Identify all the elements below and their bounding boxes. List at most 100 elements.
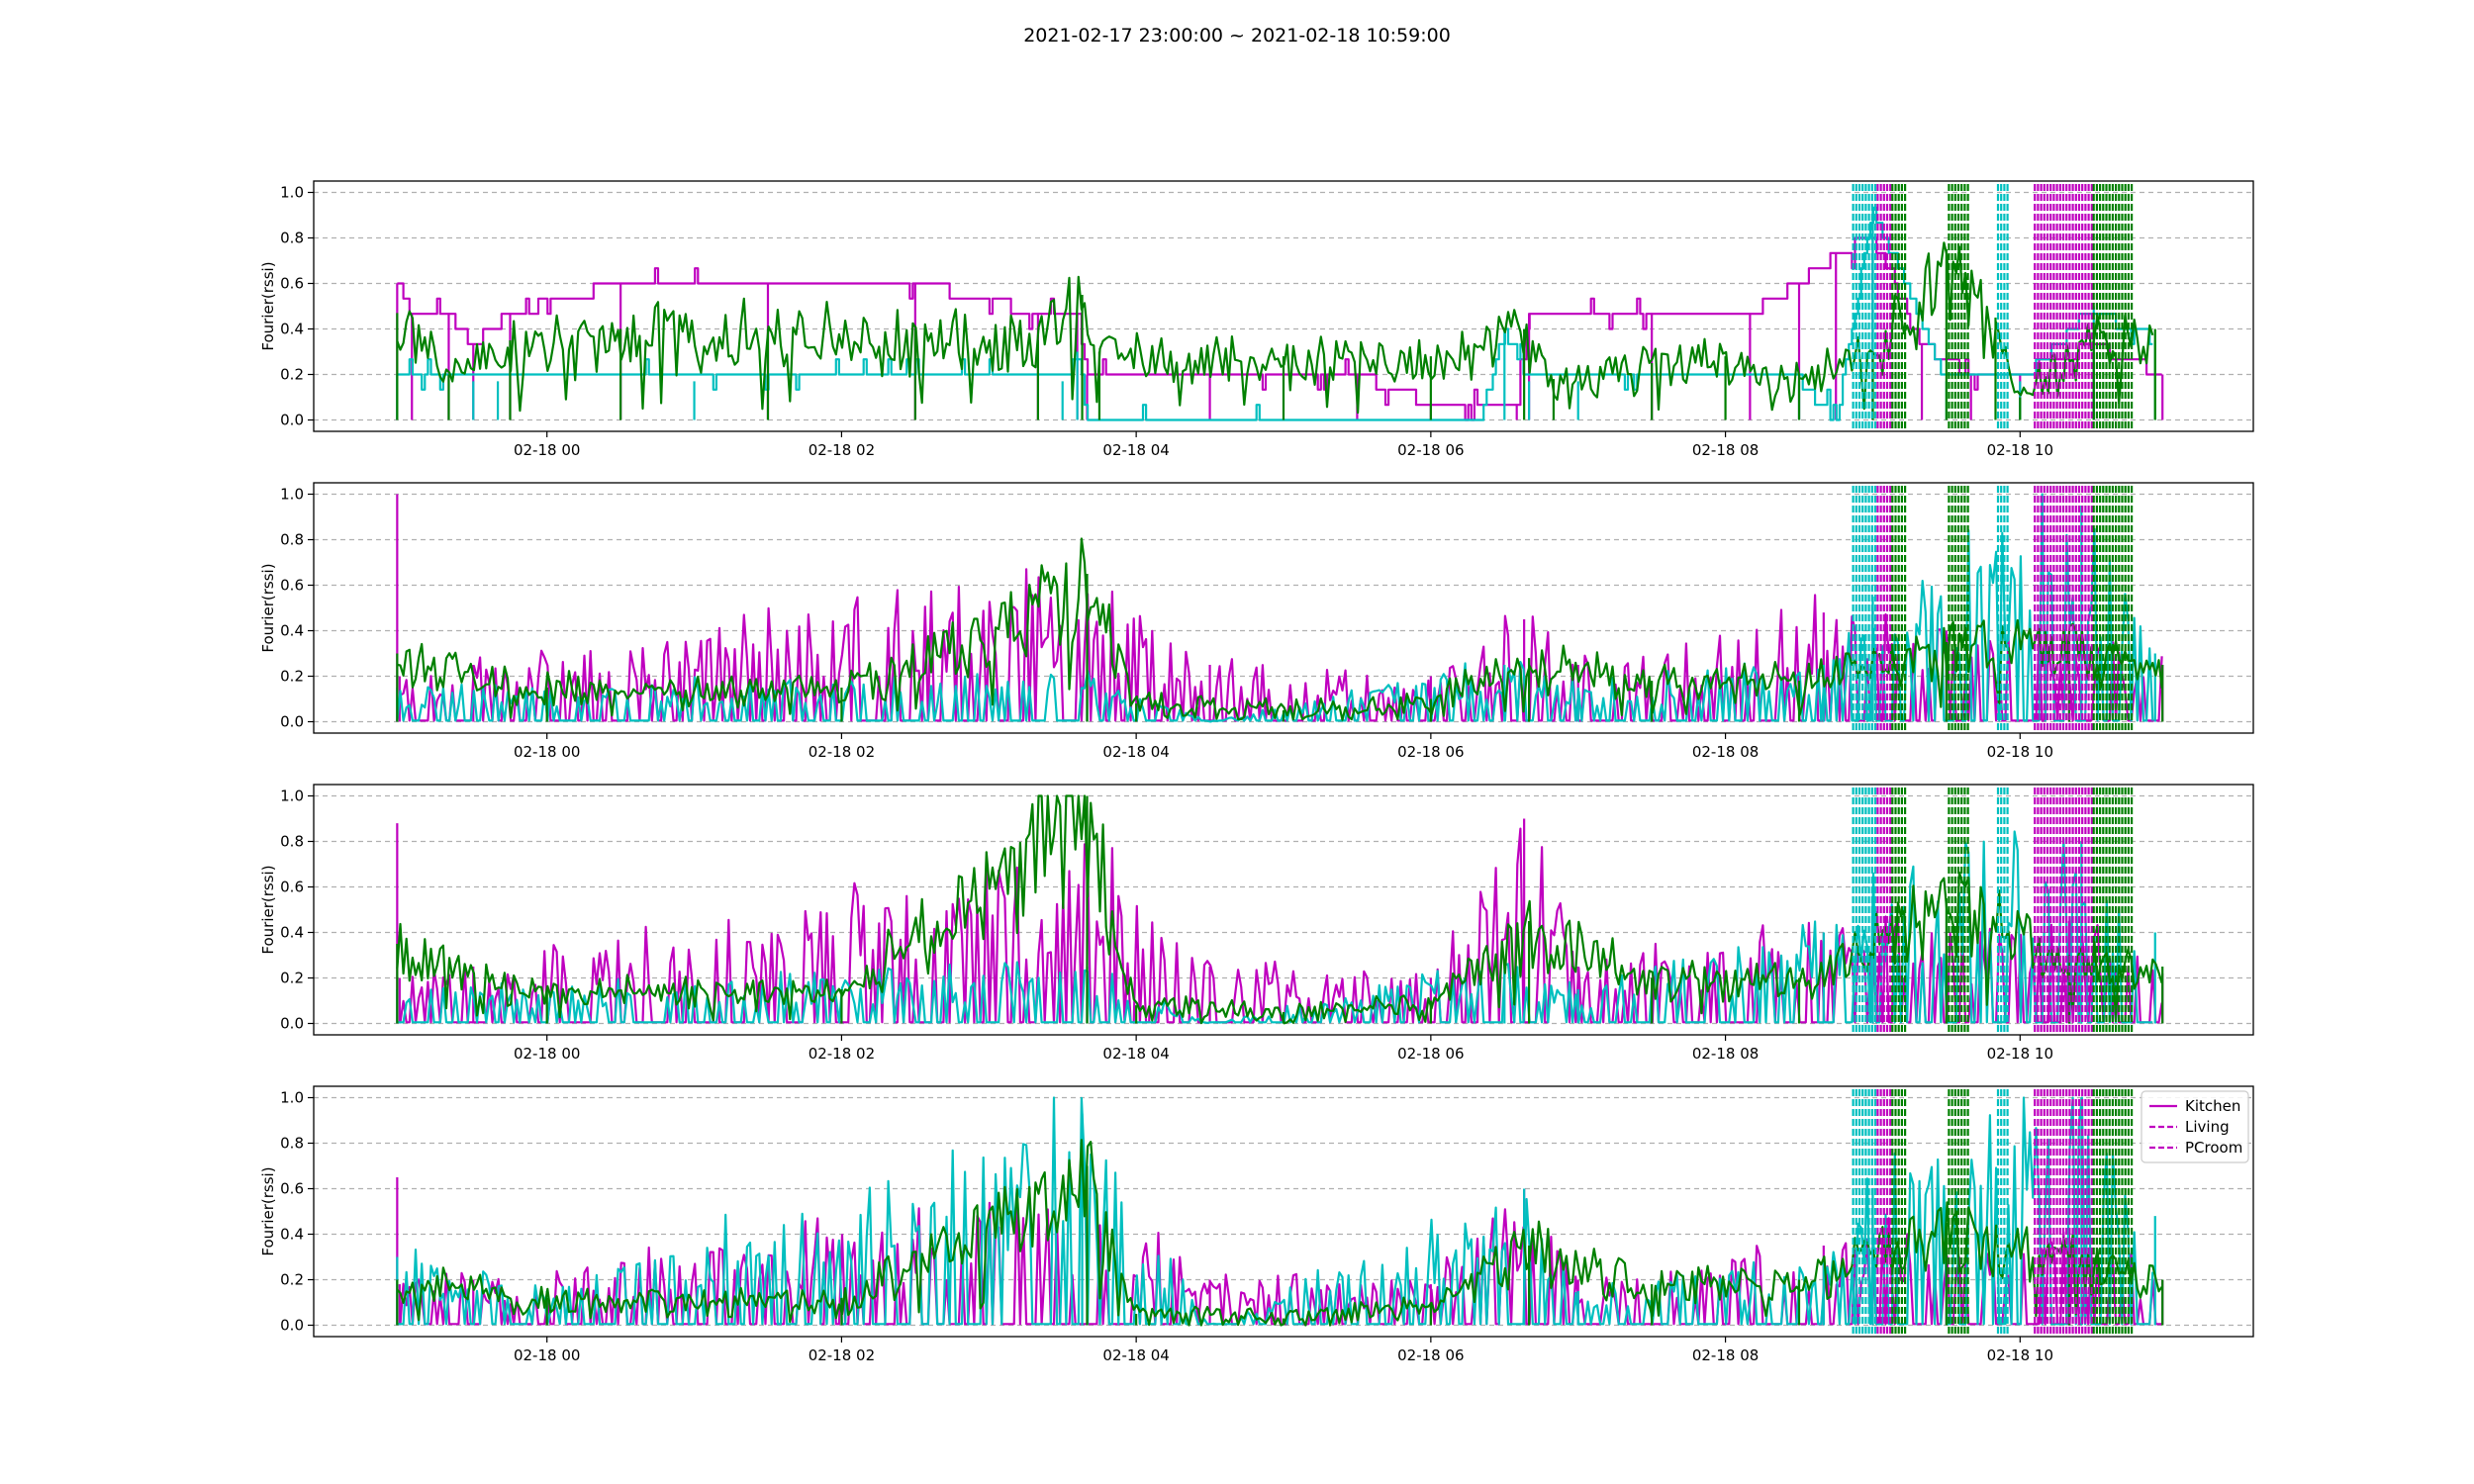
- y-tick-label: 0.0: [280, 713, 304, 731]
- activity-band: [1852, 486, 1877, 731]
- x-tick-label: 02-18 08: [1692, 1045, 1759, 1063]
- y-axis-label: Fourier(rssi): [259, 865, 277, 954]
- series-kitchen: [397, 236, 2162, 421]
- activity-band: [1996, 1089, 2009, 1335]
- activity-band: [1891, 184, 1907, 429]
- y-tick-label: 0.4: [280, 924, 304, 942]
- activity-band: [1948, 486, 1969, 731]
- x-tick-label: 02-18 06: [1397, 441, 1464, 459]
- activity-band: [2034, 486, 2093, 731]
- axes-frame: [313, 482, 2254, 734]
- x-tick-label: 02-18 06: [1397, 1045, 1464, 1063]
- y-axis-label: Fourier(rssi): [259, 1166, 277, 1255]
- activity-band: [1948, 788, 1969, 1033]
- x-tick-label: 02-18 02: [809, 1045, 875, 1063]
- activity-band: [2092, 486, 2134, 731]
- y-axis-label: Fourier(rssi): [259, 261, 277, 350]
- y-tick-label: 0.8: [280, 230, 304, 247]
- subplots: 0.0 0.2 0.4 0.6 0.8 1.0 02-18 00 02-18 02 02-18 …: [259, 180, 2254, 1364]
- activity-band: [1996, 486, 2009, 731]
- x-tick-label: 02-18 00: [514, 1045, 580, 1063]
- series-pcroom: [396, 794, 2163, 1025]
- x-tick-label: 02-18 06: [1397, 1346, 1464, 1364]
- plot-area: [396, 486, 2164, 731]
- x-tick-label: 02-18 10: [1987, 1045, 2053, 1063]
- y-tick-label: 0.8: [280, 833, 304, 851]
- x-tick-label: 02-18 04: [1102, 1045, 1169, 1063]
- legend-label-kitchen: Kitchen: [2185, 1097, 2240, 1115]
- series-pcroom: [397, 537, 2163, 721]
- activity-band: [2034, 1089, 2093, 1335]
- activity-band: [2092, 1089, 2134, 1335]
- plot-area: [396, 1089, 2164, 1335]
- activity-band: [1996, 788, 2009, 1033]
- series-pcroom: [396, 241, 2154, 415]
- activity-band: [1891, 788, 1907, 1033]
- y-tick-label: 0.2: [280, 1271, 304, 1289]
- y-tick-label: 0.4: [280, 622, 304, 640]
- activity-band: [1948, 1089, 1969, 1335]
- x-tick-label: 02-18 02: [809, 743, 875, 761]
- y-tick-label: 1.0: [280, 486, 304, 504]
- activity-band: [2034, 788, 2093, 1033]
- x-tick-label: 02-18 08: [1692, 441, 1759, 459]
- axes-frame: [313, 1085, 2254, 1338]
- legend-label-pcroom: PCroom: [2185, 1139, 2242, 1157]
- activity-band: [1891, 486, 1907, 731]
- x-tick-label: 02-18 10: [1987, 1346, 2053, 1364]
- y-axis-label: Fourier(rssi): [259, 563, 277, 652]
- x-tick-label: 02-18 04: [1102, 743, 1169, 761]
- y-tick-label: 0.6: [280, 275, 304, 293]
- subplot-3: 0.0 0.2 0.4 0.6 0.8 1.0 02-18 00 02-18 02 02-18 …: [259, 784, 2254, 1063]
- axes-frame: [313, 180, 2254, 432]
- series-living: [397, 1096, 2154, 1326]
- y-tick-label: 0.8: [280, 531, 304, 549]
- subplot-1: 0.0 0.2 0.4 0.6 0.8 1.0 02-18 00 02-18 02 02-18 …: [259, 180, 2254, 459]
- x-tick-label: 02-18 10: [1987, 441, 2053, 459]
- activity-band: [1852, 1089, 1877, 1335]
- y-tick-label: 0.4: [280, 321, 304, 338]
- y-tick-label: 0.0: [280, 1015, 304, 1033]
- legend-label-living: Living: [2185, 1118, 2230, 1136]
- y-tick-label: 0.8: [280, 1135, 304, 1153]
- activity-band: [1876, 184, 1892, 429]
- x-tick-label: 02-18 00: [514, 743, 580, 761]
- activity-band: [1996, 184, 2009, 429]
- subplot-4: 0.0 0.2 0.4 0.6 0.8 1.0 02-18 00 02-18 02 02-18 …: [259, 1085, 2254, 1364]
- plot-area: [396, 184, 2164, 429]
- activity-band: [1852, 788, 1877, 1033]
- y-tick-label: 0.2: [280, 366, 304, 384]
- y-tick-label: 0.6: [280, 577, 304, 595]
- y-tick-label: 0.6: [280, 1180, 304, 1198]
- activity-band: [2034, 184, 2093, 429]
- activity-band: [1876, 1089, 1892, 1335]
- y-tick-label: 0.0: [280, 1317, 304, 1335]
- y-tick-label: 1.0: [280, 1089, 304, 1107]
- y-tick-label: 0.2: [280, 668, 304, 686]
- x-tick-label: 02-18 04: [1102, 441, 1169, 459]
- legend: Kitchen Living PCroom: [2141, 1090, 2249, 1163]
- activity-band: [1852, 184, 1877, 429]
- subplot-2: 0.0 0.2 0.4 0.6 0.8 1.0 02-18 00 02-18 02 02-18 …: [259, 482, 2254, 761]
- x-tick-label: 02-18 08: [1692, 743, 1759, 761]
- y-tick-label: 0.0: [280, 412, 304, 429]
- x-tick-label: 02-18 00: [514, 1346, 580, 1364]
- activity-band: [2092, 184, 2134, 429]
- y-tick-label: 0.6: [280, 879, 304, 896]
- activity-band: [1948, 184, 1969, 429]
- y-tick-label: 0.4: [280, 1226, 304, 1244]
- series-kitchen: [397, 827, 2163, 1024]
- figure-title: 2021-02-17 23:00:00 ~ 2021-02-18 10:59:0…: [1023, 25, 1451, 46]
- plot-area: [396, 788, 2164, 1033]
- legend-box: [2141, 1090, 2249, 1163]
- activity-band: [1876, 788, 1892, 1033]
- y-tick-label: 0.2: [280, 970, 304, 987]
- y-tick-label: 1.0: [280, 184, 304, 202]
- activity-band: [2092, 788, 2134, 1033]
- x-tick-label: 02-18 10: [1987, 743, 2053, 761]
- activity-band: [1876, 486, 1892, 731]
- x-tick-label: 02-18 00: [514, 441, 580, 459]
- x-tick-label: 02-18 08: [1692, 1346, 1759, 1364]
- axes-frame: [313, 784, 2254, 1036]
